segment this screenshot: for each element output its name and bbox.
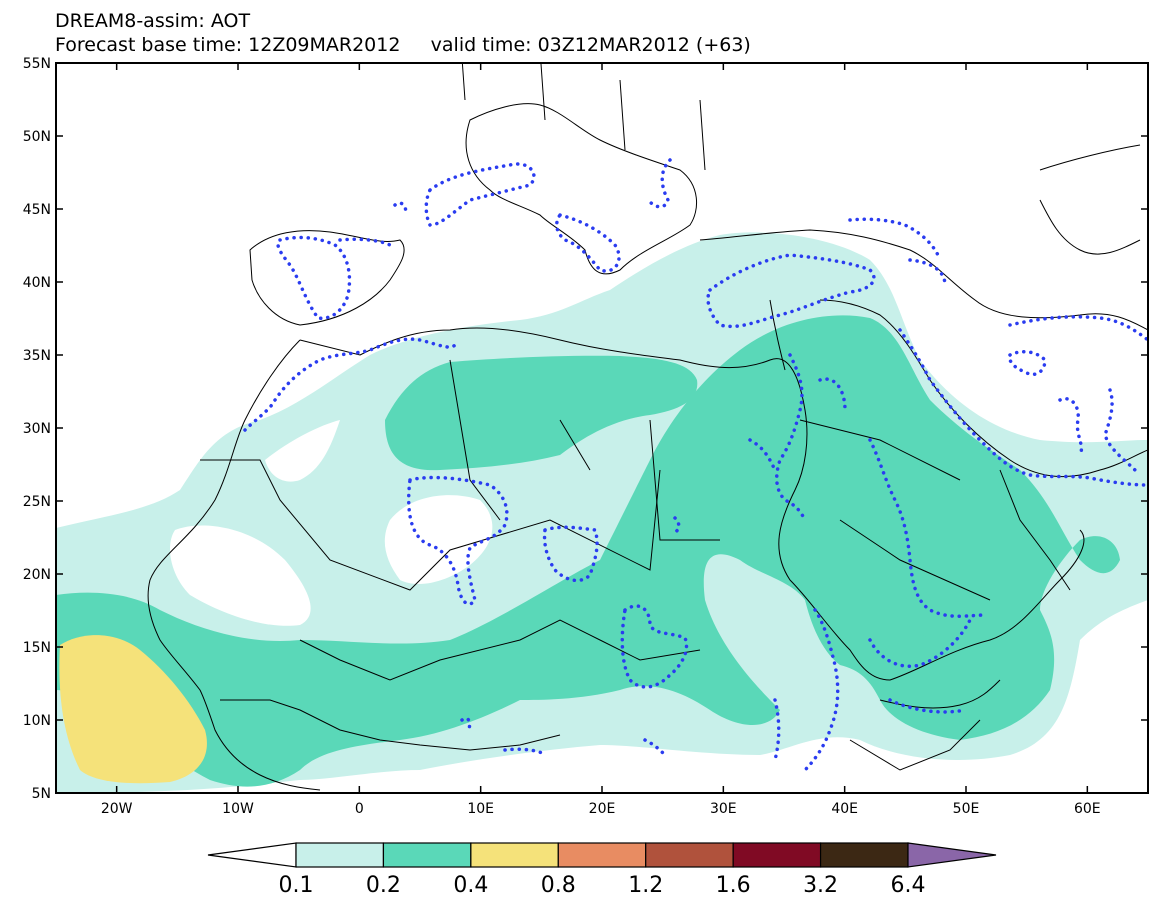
lat-tick-label: 40N xyxy=(23,275,51,291)
lat-tick-label: 15N xyxy=(23,640,51,656)
lat-tick-label: 45N xyxy=(23,202,51,218)
colorbar-swatch xyxy=(732,842,822,868)
forecast-base-time: Forecast base time: 12Z09MAR2012 xyxy=(55,34,401,56)
lat-tick-label: 30N xyxy=(23,421,51,437)
lon-tick-label: 10E xyxy=(467,801,494,817)
lon-tick-label: 0 xyxy=(355,801,364,817)
aot-colorbar: 0.1 0.2 0.4 0.8 1.2 1.6 3.2 6.4 xyxy=(207,842,997,898)
colorbar-label: 3.2 xyxy=(803,873,838,898)
aot-0.2-region-arabia xyxy=(805,525,937,640)
colorbar-label: 1.6 xyxy=(716,873,751,898)
colorbar-label: 0.2 xyxy=(366,873,401,898)
aot-0.4-region-atlantic xyxy=(59,635,207,784)
map-plot-area xyxy=(56,63,1148,793)
colorbar-label: 6.4 xyxy=(891,873,926,898)
lon-tick-label: 20W xyxy=(101,801,133,817)
colorbar-swatch xyxy=(645,842,734,868)
lat-tick-label: 25N xyxy=(23,494,51,510)
lat-tick-label: 10N xyxy=(23,713,51,729)
lon-tick-label: 20E xyxy=(589,801,616,817)
colorbar-swatch xyxy=(382,842,472,868)
colorbar-swatch xyxy=(557,842,647,868)
lat-tick-label: 35N xyxy=(23,348,51,364)
colorbar-label: 0.1 xyxy=(279,873,314,898)
lon-tick-label: 30E xyxy=(710,801,737,817)
lat-tick-label: 5N xyxy=(32,786,51,802)
lon-tick-label: 60E xyxy=(1074,801,1101,817)
colorbar-label: 1.2 xyxy=(628,873,663,898)
aot-0.2-region-libya xyxy=(385,355,698,471)
lat-tick-label: 20N xyxy=(23,567,51,583)
map-subtitle: Forecast base time: 12Z09MAR2012 valid t… xyxy=(55,34,751,56)
lat-tick-label: 55N xyxy=(23,56,51,72)
colorbar-low-arrow xyxy=(207,842,297,868)
latitude-axis: 55N 50N 45N 40N 35N 30N 25N 20N 15N 10N 5N xyxy=(23,56,1148,802)
colorbar-label: 0.8 xyxy=(541,873,576,898)
lon-tick-label: 40E xyxy=(831,801,858,817)
valid-time: valid time: 03Z12MAR2012 (+63) xyxy=(430,34,751,56)
lon-tick-label: 50E xyxy=(953,801,980,817)
coastlines xyxy=(147,63,1148,791)
aot-low-west-sahara xyxy=(170,525,311,626)
colorbar-high-arrow xyxy=(907,842,997,868)
map-title: DREAM8-assim: AOT xyxy=(55,10,251,32)
colorbar-swatch xyxy=(470,842,559,868)
colorbar-swatch xyxy=(295,842,385,868)
longitude-axis: 20W 10W 0 10E 20E 30E 40E 50E 60E xyxy=(101,63,1101,817)
colorbar-swatch xyxy=(819,842,909,868)
aot-low-morocco xyxy=(265,420,340,482)
lat-tick-label: 50N xyxy=(23,129,51,145)
colorbar-label: 0.4 xyxy=(453,873,488,898)
aot-contour-dotted xyxy=(243,158,1148,772)
lon-tick-label: 10W xyxy=(222,801,254,817)
